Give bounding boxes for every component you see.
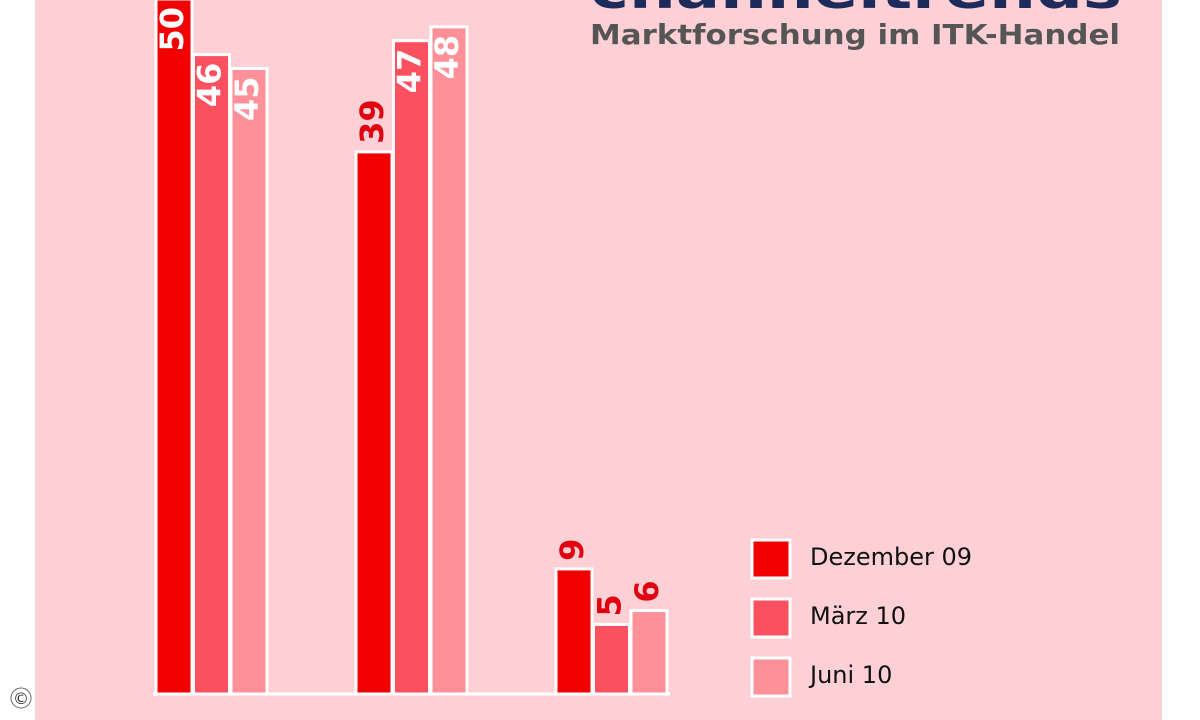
brand-logo: channeltrends <box>590 0 1122 21</box>
copyright: © <box>13 689 29 708</box>
bar <box>592 623 631 696</box>
bar <box>554 567 594 696</box>
legend-swatch <box>750 538 792 580</box>
bar <box>392 39 431 696</box>
copyright-badge <box>10 687 32 709</box>
value-label: 9 <box>553 539 591 561</box>
bar <box>192 53 231 696</box>
value-label: 45 <box>228 77 266 122</box>
value-label: 6 <box>628 580 666 602</box>
value-label: 39 <box>353 99 391 144</box>
bar <box>629 609 669 696</box>
legend-swatch <box>750 656 792 698</box>
legend-label: März 10 <box>810 602 906 630</box>
value-label: 47 <box>391 49 429 94</box>
value-label: 5 <box>591 594 629 616</box>
bar <box>429 25 469 696</box>
value-label: 46 <box>191 63 229 108</box>
bar <box>229 67 269 696</box>
value-label: 48 <box>428 35 466 80</box>
bar <box>154 0 194 696</box>
legend-label: Juni 10 <box>808 661 892 689</box>
bar <box>354 150 394 696</box>
value-label: 50 <box>153 7 191 52</box>
tagline: Marktforschung im ITK-Handel <box>590 18 1120 51</box>
legend-swatch <box>750 597 792 639</box>
legend-label: Dezember 09 <box>810 543 972 571</box>
